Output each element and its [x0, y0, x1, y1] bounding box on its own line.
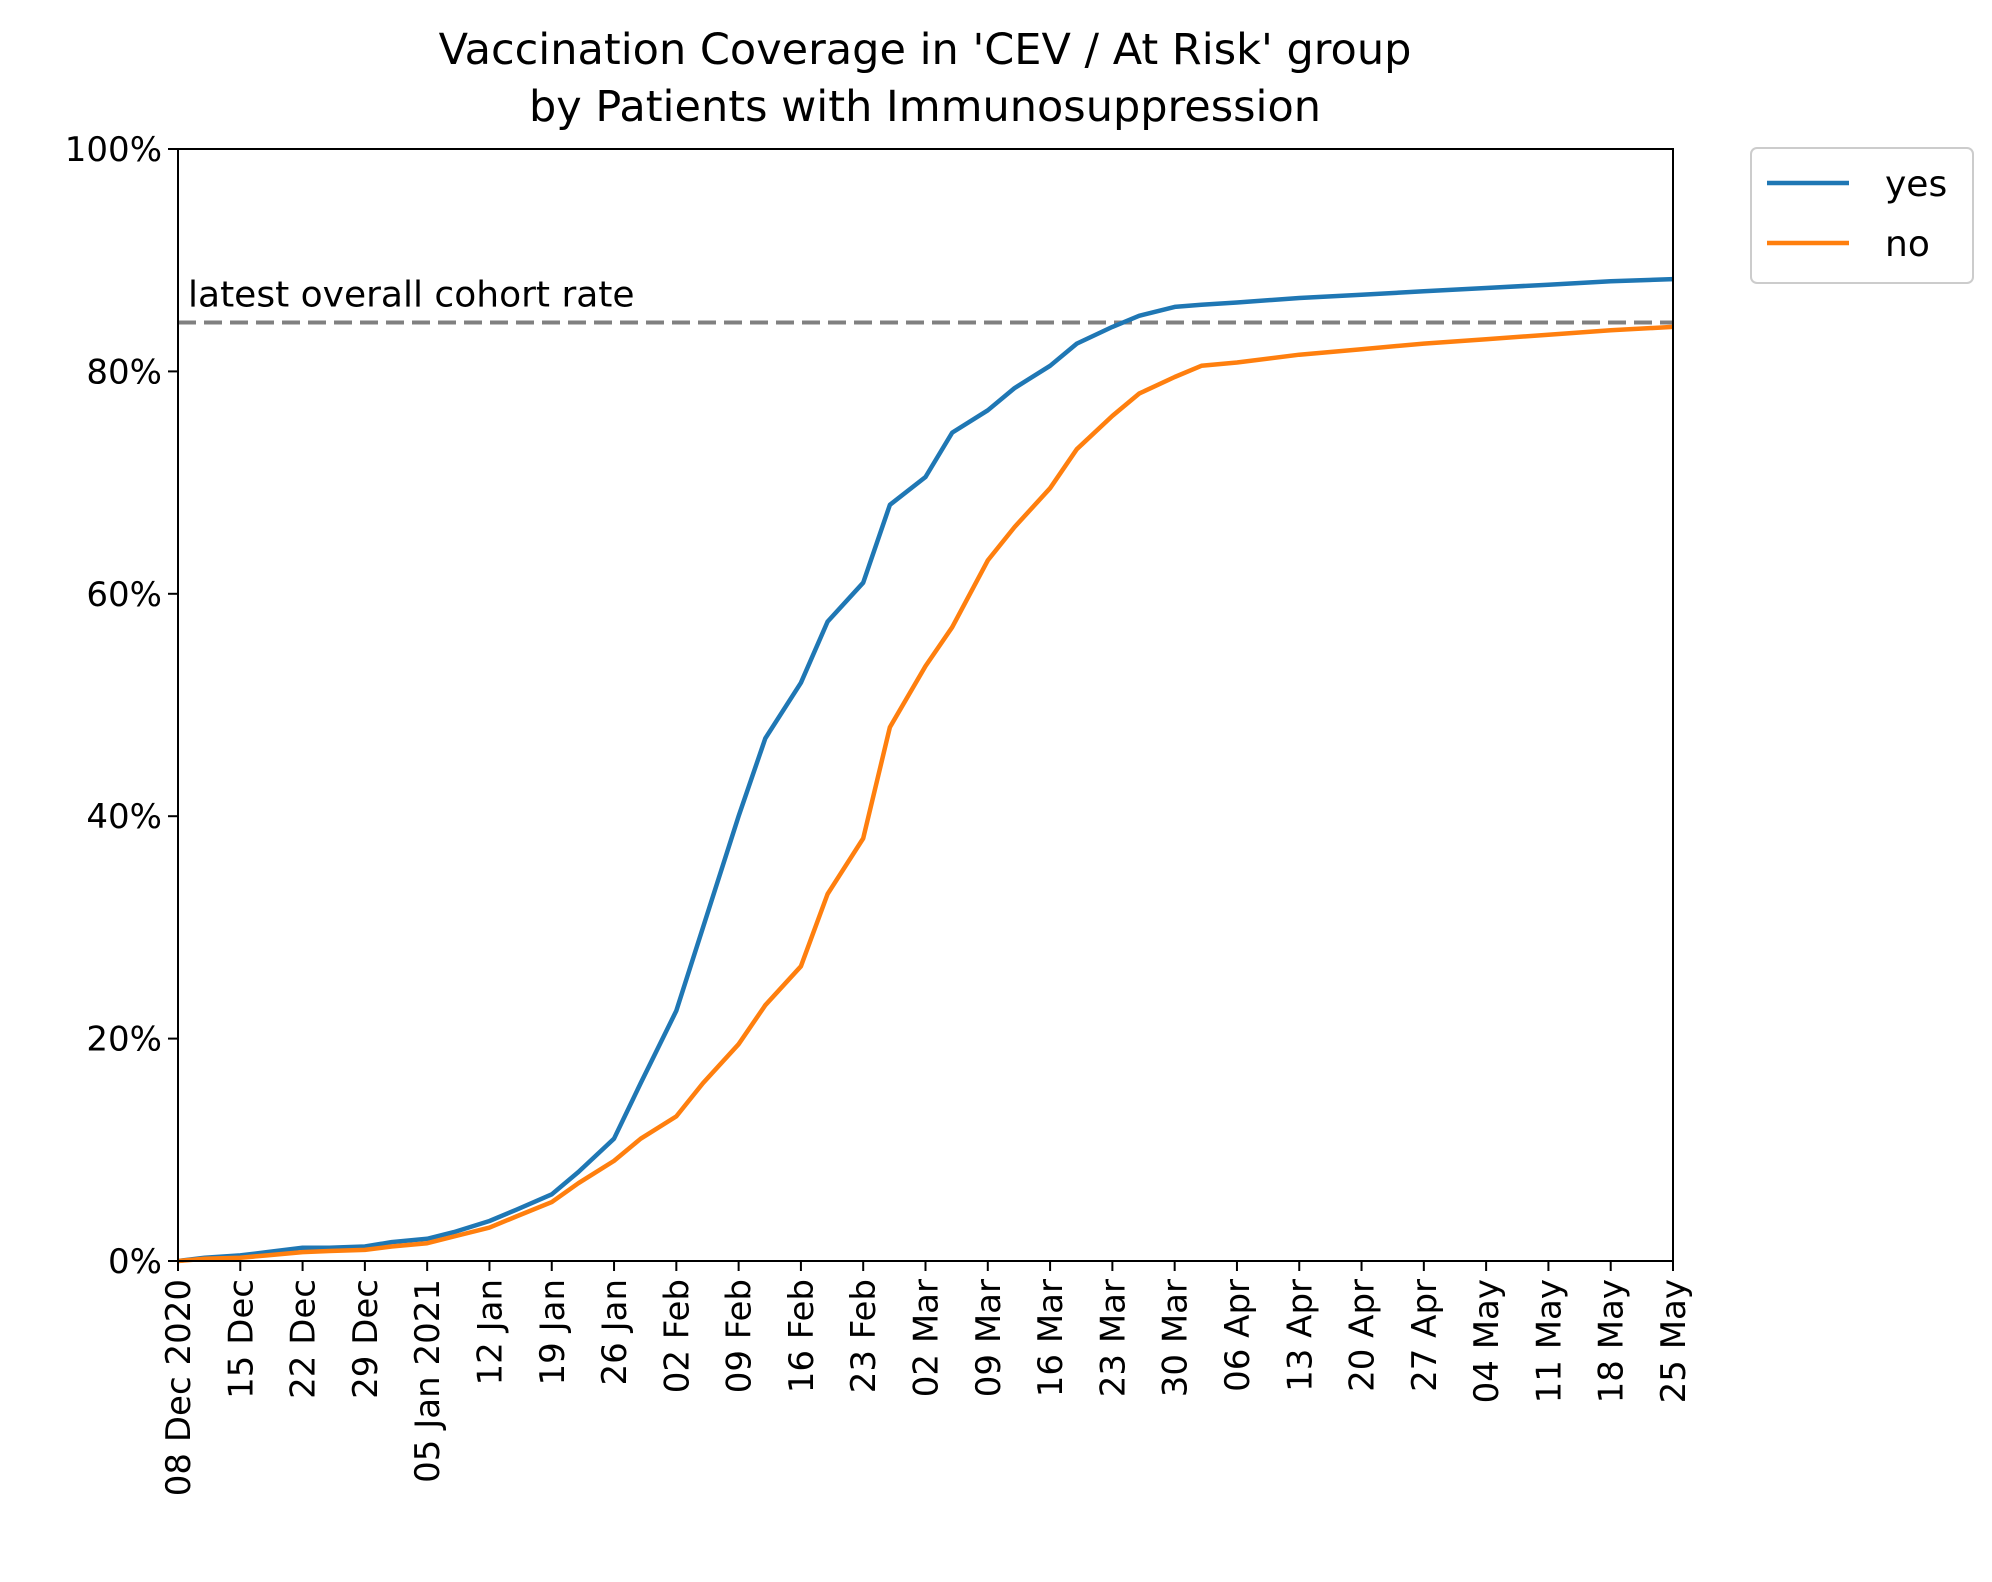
series-line-no	[177, 324, 1674, 1264]
x-tick-label: 02 Mar	[907, 1279, 947, 1397]
x-tick-label: 29 Dec	[346, 1279, 386, 1399]
x-tick-label: 22 Dec	[284, 1279, 324, 1399]
chart-title: Vaccination Coverage in 'CEV / At Risk' …	[439, 25, 1412, 75]
x-tick-label: 11 May	[1529, 1279, 1569, 1403]
x-tick-label: 09 Feb	[720, 1279, 760, 1393]
x-tick-label: 16 Mar	[1031, 1279, 1071, 1397]
legend: yes no	[1750, 147, 1974, 284]
x-axis: 08 Dec 2020 15 Dec 22 Dec 29 Dec 05 Jan 2021…	[159, 1261, 1694, 1496]
x-tick-label: 30 Mar	[1156, 1279, 1196, 1397]
x-tick-label: 23 Feb	[844, 1279, 884, 1393]
x-tick-label: 16 Feb	[782, 1279, 822, 1393]
x-tick-label: 09 Mar	[969, 1279, 1009, 1397]
y-tick-label: 100%	[65, 130, 162, 170]
legend-label-no: no	[1885, 224, 1930, 265]
x-tick-label: 15 Dec	[221, 1279, 261, 1399]
plot-frame	[177, 148, 1674, 1262]
x-tick-label: 12 Jan	[470, 1279, 510, 1385]
x-tick-label: 13 Apr	[1280, 1279, 1320, 1392]
y-tick-label: 80%	[86, 352, 162, 392]
x-tick-label: 04 May	[1467, 1279, 1507, 1403]
reference-line-group: latest overall cohort rate	[178, 274, 1673, 325]
y-tick-label: 20%	[86, 1020, 162, 1060]
chart-subtitle: by Patients with Immunosuppression	[529, 82, 1321, 132]
y-tick-label: 40%	[86, 797, 162, 837]
y-axis: 0% 20% 40% 60% 80% 100%	[65, 130, 178, 1282]
y-tick-label: 0%	[108, 1242, 162, 1282]
reference-line-label: latest overall cohort rate	[188, 274, 635, 315]
series-line-yes	[177, 276, 1674, 1264]
x-tick-label: 27 Apr	[1405, 1279, 1445, 1392]
x-tick-label: 23 Mar	[1093, 1279, 1133, 1397]
x-tick-label: 26 Jan	[595, 1279, 635, 1385]
x-tick-label: 25 May	[1654, 1279, 1694, 1403]
x-tick-label: 19 Jan	[533, 1279, 573, 1385]
plot-area: latest overall cohort rate	[177, 148, 1674, 1264]
legend-label-yes: yes	[1885, 164, 1947, 205]
x-tick-label: 18 May	[1592, 1279, 1632, 1403]
x-tick-label: 02 Feb	[657, 1279, 697, 1393]
x-tick-label: 05 Jan 2021	[408, 1279, 448, 1483]
x-tick-label: 20 Apr	[1343, 1279, 1383, 1392]
series-group	[177, 276, 1674, 1264]
y-tick-label: 60%	[86, 575, 162, 615]
x-tick-label: 06 Apr	[1218, 1279, 1258, 1392]
x-tick-label: 08 Dec 2020	[159, 1279, 199, 1496]
